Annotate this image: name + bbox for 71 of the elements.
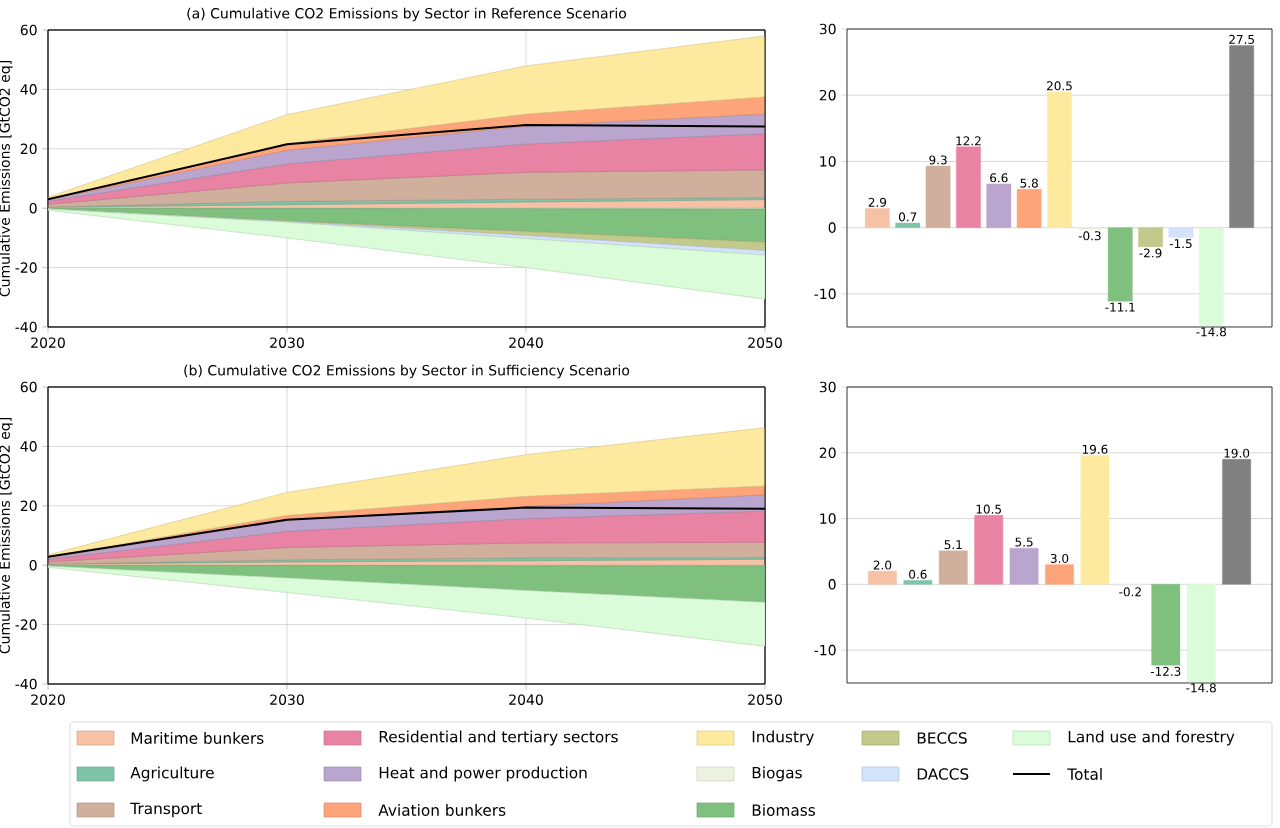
y-tick-label: -20	[15, 262, 37, 273]
data-label: 5.1	[944, 540, 962, 550]
legend-label: Transport	[130, 802, 202, 818]
data-label: 9.3	[929, 155, 947, 165]
x-tick-label: 2040	[509, 337, 543, 348]
x-tick-label: 2020	[31, 694, 65, 705]
x-tick-label: 2040	[509, 694, 543, 705]
data-label: -2.9	[1139, 248, 1162, 258]
data-label: 19.0	[1224, 448, 1250, 458]
data-label: 20.5	[1047, 81, 1072, 91]
legend-label: Residential and tertiary sectors	[379, 730, 618, 746]
y-axis-title: Cumulative Emissions [GtCO2 eq]	[0, 418, 13, 654]
data-label: 2.9	[868, 197, 887, 207]
legend-label: Industry	[752, 730, 814, 746]
y-tick-label: 20	[819, 447, 836, 459]
data-label: 2.0	[873, 560, 892, 570]
y-tick-label: 0	[828, 222, 836, 233]
data-label: 3.0	[1050, 553, 1069, 563]
data-label: -14.8	[1196, 327, 1227, 337]
y-tick-label: 30	[819, 23, 836, 35]
y-tick-label: -10	[814, 288, 836, 300]
legend-label: Biomass	[752, 804, 815, 816]
data-label: 0.7	[898, 212, 917, 222]
y-tick-label: 40	[20, 84, 37, 95]
y-tick-label: 20	[819, 89, 836, 101]
chart-title: (a) Cumulative CO2 Emissions by Sector in Reference Scenario	[187, 7, 627, 22]
data-label: -11.1	[1105, 302, 1135, 312]
data-label: -1.5	[1169, 239, 1192, 249]
legend-label: Land use and forestry	[1068, 730, 1235, 746]
y-tick-label: 20	[20, 143, 37, 155]
y-tick-label: 0	[29, 202, 37, 214]
y-tick-label: -40	[15, 321, 37, 333]
y-axis-title: Cumulative Emissions [GtCO2 eq]	[0, 61, 13, 297]
chart-title: (b) Cumulative CO2 Emissions by Sector in Sufficiency Scenario	[184, 364, 630, 379]
y-tick-label: -40	[15, 678, 37, 690]
legend-label: Maritime bunkers	[131, 732, 264, 744]
y-tick-label: -20	[15, 619, 37, 630]
legend-label: Heat and power production	[379, 766, 587, 782]
x-tick-label: 2030	[270, 694, 304, 705]
data-label: 6.6	[990, 173, 1008, 183]
legend-label: Biogas	[752, 766, 802, 782]
data-label: -12.3	[1150, 666, 1181, 676]
data-label: 5.5	[1015, 537, 1033, 547]
data-label: -14.8	[1186, 683, 1216, 693]
data-label: 5.8	[1020, 178, 1038, 188]
x-tick-label: 2020	[31, 337, 65, 348]
data-label: 0.6	[909, 569, 927, 579]
y-tick-label: 10	[820, 156, 836, 167]
y-tick-label: 0	[828, 579, 836, 590]
y-tick-label: 10	[820, 513, 836, 524]
data-label: 10.5	[976, 504, 1001, 514]
legend-label: Total	[1067, 768, 1102, 780]
data-label: -0.2	[1119, 587, 1141, 597]
legend-label: Aviation bunkers	[378, 804, 506, 816]
y-tick-label: 60	[20, 24, 37, 36]
legend-label: BECCS	[917, 732, 967, 744]
data-label: 27.5	[1229, 34, 1254, 44]
data-label: 12.2	[956, 136, 981, 146]
data-label: -0.3	[1078, 231, 1101, 241]
y-tick-label: 0	[29, 559, 37, 571]
y-tick-label: 60	[20, 381, 37, 393]
x-tick-label: 2050	[748, 694, 782, 705]
x-tick-label: 2050	[748, 337, 782, 348]
y-tick-label: 40	[20, 441, 37, 452]
y-tick-label: -10	[814, 644, 836, 656]
x-tick-label: 2030	[270, 337, 304, 348]
legend-label: Agriculture	[130, 766, 214, 782]
data-label: 19.6	[1082, 444, 1108, 454]
legend-label: DACCS	[917, 768, 969, 780]
y-tick-label: 30	[819, 381, 836, 393]
y-tick-label: 20	[20, 500, 37, 512]
